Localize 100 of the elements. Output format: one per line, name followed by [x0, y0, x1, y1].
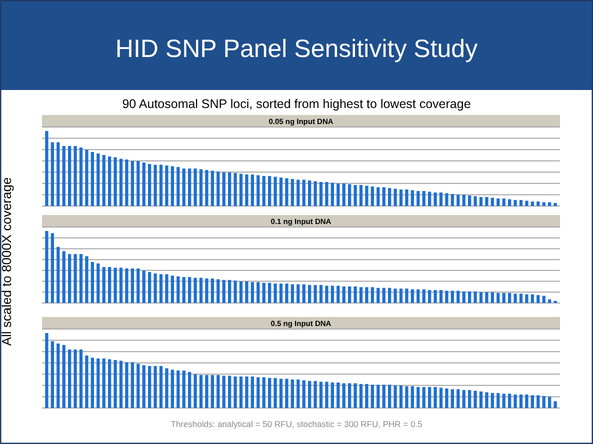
bar [462, 390, 466, 408]
bar [90, 262, 94, 303]
bar [548, 396, 552, 408]
bar [490, 393, 494, 408]
bar [136, 268, 140, 303]
bar [462, 194, 466, 206]
bar [416, 191, 420, 206]
bar [165, 274, 168, 303]
bar [474, 196, 477, 206]
bar [382, 384, 386, 408]
bar [554, 203, 557, 206]
bar [154, 273, 157, 303]
bar [268, 176, 272, 206]
bar [410, 386, 414, 408]
bar [428, 387, 432, 408]
bar [325, 382, 328, 408]
bar [308, 381, 312, 408]
bar [154, 366, 157, 408]
bar [50, 341, 54, 408]
bar [290, 179, 294, 206]
bar [525, 200, 528, 206]
bar [279, 284, 283, 303]
bar [210, 278, 214, 303]
bar [125, 268, 128, 303]
bar [119, 158, 123, 206]
bar [370, 384, 374, 408]
bar [285, 284, 288, 303]
bar [165, 368, 168, 408]
bar [434, 192, 437, 206]
bar [342, 383, 346, 408]
bar [85, 356, 88, 408]
bar [496, 292, 500, 303]
bar [530, 395, 534, 408]
bar [308, 180, 312, 206]
bar [439, 192, 443, 206]
bar [474, 291, 477, 303]
bar [536, 395, 540, 408]
bar [182, 370, 186, 408]
bar [548, 299, 552, 303]
bar [130, 161, 134, 206]
bar [434, 290, 437, 303]
bar [222, 172, 226, 206]
bar [114, 268, 117, 303]
bar [502, 198, 506, 206]
bar [262, 282, 266, 303]
bar [342, 184, 346, 206]
bar [388, 188, 392, 206]
bar [405, 288, 408, 303]
bar [108, 156, 112, 206]
bar [45, 333, 48, 408]
bar [348, 184, 352, 206]
bar [256, 377, 260, 408]
bar [239, 376, 243, 408]
bar [296, 284, 300, 303]
bar [194, 168, 197, 206]
bar [388, 384, 392, 408]
y-axis-title: All scaled to 8000X coverage [0, 177, 14, 346]
bar [222, 280, 226, 303]
bar [205, 170, 208, 206]
bar [96, 154, 100, 206]
bar [376, 384, 380, 408]
bar [188, 168, 192, 206]
bar [45, 131, 48, 206]
bar [542, 396, 546, 408]
bar [205, 375, 208, 408]
bar [319, 382, 323, 408]
bar [336, 286, 340, 303]
bar [456, 194, 460, 206]
bar [228, 172, 232, 206]
bar [325, 286, 328, 303]
bar [416, 387, 420, 408]
bar [485, 292, 488, 303]
bar [74, 350, 77, 408]
bar [90, 358, 94, 408]
bar [514, 294, 517, 303]
bar [514, 394, 517, 408]
bar [239, 174, 243, 206]
bar [234, 376, 237, 408]
bar [182, 168, 186, 206]
bar [394, 386, 397, 408]
bar [68, 146, 72, 206]
bar [399, 288, 403, 303]
bar [290, 284, 294, 303]
bar [485, 197, 488, 206]
bar [502, 394, 506, 408]
bar [399, 386, 403, 408]
bar [508, 394, 512, 408]
bar [445, 388, 448, 408]
bar [445, 193, 448, 206]
bar [330, 382, 334, 408]
bar [542, 296, 546, 303]
bar [102, 358, 106, 408]
bar [410, 289, 414, 303]
bar [62, 251, 66, 303]
bar [382, 288, 386, 303]
bar [302, 380, 306, 408]
bar [216, 172, 220, 206]
bar [199, 375, 203, 408]
bar [468, 390, 472, 408]
bar [496, 198, 500, 206]
